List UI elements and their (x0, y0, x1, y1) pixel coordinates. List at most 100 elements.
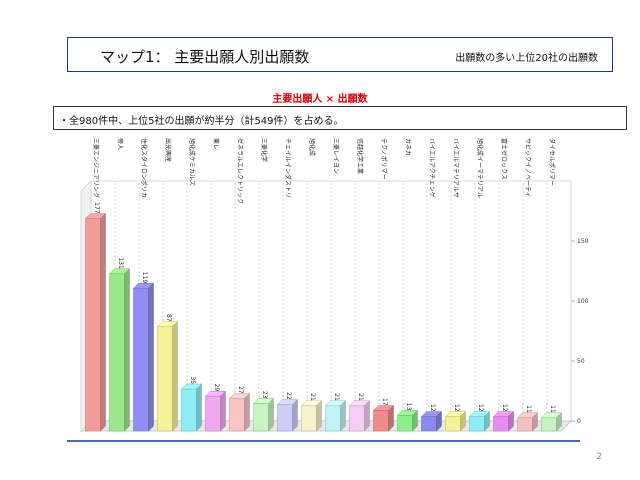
bar-side (196, 383, 202, 432)
bar-front (421, 416, 437, 432)
bar (444, 410, 467, 432)
y-tick-label: 0 (577, 418, 581, 425)
bar-front (205, 395, 221, 432)
bar (228, 392, 251, 432)
bar (180, 383, 203, 432)
bar-side (436, 410, 442, 432)
page-subtitle: 出願数の多い上位20社の出願数 (455, 53, 598, 64)
bar-front (133, 287, 149, 432)
category-label: 旭化成ケミカルズ (188, 138, 196, 186)
bar-side (460, 410, 466, 432)
bar-value-label: 12 (477, 404, 484, 412)
category-label: ゼネラルエレクトリック (236, 138, 244, 204)
bar-value-label: 35 (189, 376, 196, 384)
page-number: 2 (596, 452, 602, 462)
category-label: 旭化成イーマテリアル (476, 138, 484, 198)
bar-front (253, 403, 269, 432)
category-label: テクノポリマー (380, 138, 388, 180)
bar-value-label: 27 (237, 386, 244, 394)
category-label: 三菱エンジニアリング (92, 138, 100, 198)
bar-front (157, 326, 173, 432)
y-tick-label: 50 (577, 358, 585, 365)
bar-side (316, 400, 322, 432)
bar-value-label: 11 (549, 405, 556, 413)
category-label: バイエルマテリアルサ (452, 138, 459, 198)
bar-front (469, 416, 485, 432)
bar-side (124, 268, 130, 432)
bar (348, 400, 371, 432)
bar-front (493, 416, 509, 432)
bar-value-label: 21 (357, 393, 364, 401)
note-text: ・全980件中、上位5社の出願が約半分（計549件）を占める。 (59, 116, 344, 127)
chart-title: 主要出願人 × 出願数 (272, 94, 368, 105)
bar-value-label: 177 (93, 202, 100, 214)
bar-front (85, 218, 101, 432)
category-label: 住化スタイロンポリカ (140, 138, 148, 198)
bar-value-label: 22 (285, 392, 292, 400)
bar (468, 410, 491, 432)
note-box: ・全980件中、上位5社の出願が約半分（計549件）を占める。 (53, 106, 627, 130)
bar-value-label: 21 (309, 393, 316, 401)
bar-front (181, 388, 197, 432)
bar-value-label: 29 (213, 384, 220, 392)
bar (108, 268, 131, 432)
category-label: 旭化成 (308, 138, 316, 156)
bar-value-label: 87 (165, 314, 172, 322)
category-label: 三菱レイヨン (332, 138, 340, 174)
y-tick-label: 100 (577, 298, 589, 305)
bar-front (517, 417, 533, 432)
category-label: サビックイノベーティ (524, 138, 532, 198)
bar-value-label: 12 (501, 404, 508, 412)
bar (276, 398, 299, 432)
bar-value-label: 12 (453, 404, 460, 412)
bar (84, 212, 107, 432)
bar-value-label: 13 (405, 403, 412, 411)
category-label: バイエルアクチェンゲ (428, 138, 436, 198)
bar-side (556, 412, 562, 432)
category-label: 三菱化学 (260, 138, 268, 162)
bar (204, 390, 227, 432)
category-label: チェイルインダストリ (284, 138, 292, 198)
category-label: 信越化学工業 (356, 138, 364, 174)
bar-side (292, 398, 298, 432)
bar-side (172, 320, 178, 432)
bar-value-label: 131 (117, 257, 124, 269)
bar (324, 400, 347, 432)
bar (516, 412, 539, 432)
bar-front (229, 398, 245, 432)
bar-side (364, 400, 370, 432)
bar-front (397, 415, 413, 432)
bar-side (100, 212, 106, 432)
footer-rule (67, 440, 580, 442)
bar-front (445, 416, 461, 432)
bar-front (301, 405, 317, 432)
bar-side (220, 390, 226, 432)
bar (252, 397, 275, 432)
bar (420, 410, 443, 432)
bar-side (484, 410, 490, 432)
bar (372, 404, 395, 432)
bar-side (532, 412, 538, 432)
title-box: マップ1： 主要出願人別出願数 出願数の多い上位20社の出願数 (67, 37, 613, 72)
bar-front (325, 405, 341, 432)
bar-side (340, 400, 346, 432)
bar-value-label: 11 (525, 405, 532, 413)
category-label: 富士ゼロックス (500, 138, 508, 180)
bar-value-label: 17 (381, 398, 388, 406)
bar-side (508, 410, 514, 432)
bar-side (244, 392, 250, 432)
category-label: 出光興産 (164, 138, 172, 162)
bar-value-label: 21 (333, 393, 340, 401)
page-title: マップ1： 主要出願人別出願数 (100, 48, 310, 66)
bar (396, 409, 419, 432)
bar-value-label: 23 (261, 391, 268, 399)
bar (492, 410, 515, 432)
bar (540, 412, 563, 432)
category-label: カネカ (404, 138, 411, 156)
bar (300, 400, 323, 432)
bar-side (412, 409, 418, 432)
bar-front (541, 417, 557, 432)
bar-value-label: 119 (141, 272, 148, 284)
category-label: 東レ (212, 138, 220, 150)
